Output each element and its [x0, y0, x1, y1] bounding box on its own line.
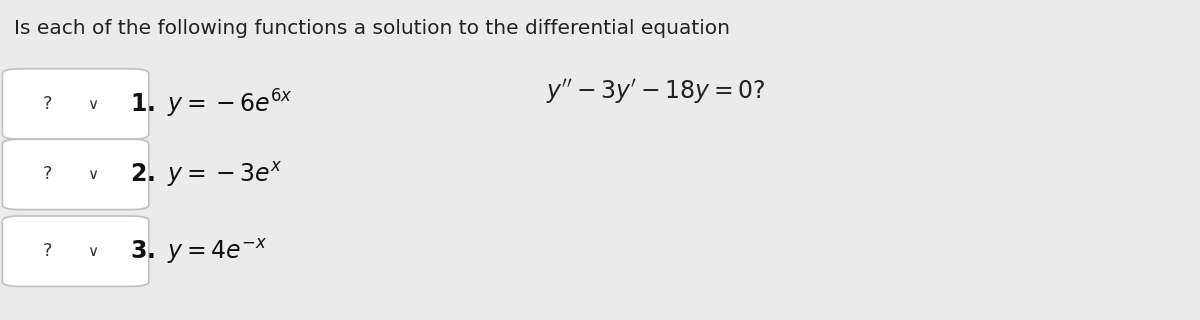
FancyBboxPatch shape [2, 216, 149, 286]
Text: $\mathbf{2.}\ \mathit{y} = -3e^{x}$: $\mathbf{2.}\ \mathit{y} = -3e^{x}$ [130, 160, 282, 189]
Text: ?: ? [43, 165, 53, 183]
Text: ∨: ∨ [86, 244, 98, 259]
Text: $\mathbf{3.}\ \mathit{y} = 4e^{-x}$: $\mathbf{3.}\ \mathit{y} = 4e^{-x}$ [130, 237, 266, 266]
Text: Is each of the following functions a solution to the differential equation: Is each of the following functions a sol… [14, 19, 731, 38]
Text: ?: ? [43, 242, 53, 260]
Text: ∨: ∨ [86, 167, 98, 182]
Text: ∨: ∨ [86, 97, 98, 111]
FancyBboxPatch shape [2, 69, 149, 139]
Text: $\mathbf{1.}\ \mathit{y} = -6e^{6x}$: $\mathbf{1.}\ \mathit{y} = -6e^{6x}$ [130, 88, 293, 120]
Text: $y'' - 3y' - 18y = 0?$: $y'' - 3y' - 18y = 0?$ [546, 77, 766, 106]
Text: ?: ? [43, 95, 53, 113]
FancyBboxPatch shape [2, 139, 149, 210]
